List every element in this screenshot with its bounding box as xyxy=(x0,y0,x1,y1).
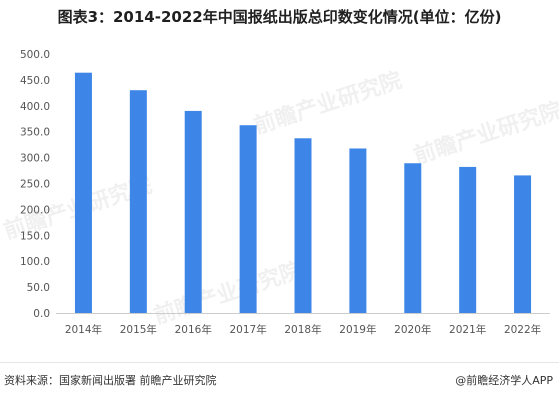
y-tick-label: 200.0 xyxy=(20,204,50,216)
bar xyxy=(349,148,367,313)
bar xyxy=(459,166,477,313)
x-tick-label: 2021年 xyxy=(449,323,486,336)
y-tick-label: 250.0 xyxy=(20,179,50,191)
y-tick-label: 350.0 xyxy=(20,127,50,139)
source-note: 资料来源：国家新闻出版署 前瞻产业研究院 xyxy=(4,374,217,387)
x-tick-label: 2022年 xyxy=(504,323,541,336)
x-tick-label: 2016年 xyxy=(175,323,212,336)
y-tick-label: 150.0 xyxy=(20,230,50,242)
y-tick-label: 400.0 xyxy=(20,101,50,113)
watermark-text: 前瞻产业研究院 xyxy=(411,97,559,169)
footer: 资料来源：国家新闻出版署 前瞻产业研究院 @前瞻经济学人APP xyxy=(4,372,553,392)
chart-title: 图表3：2014-2022年中国报纸出版总印数变化情况(单位：亿份) xyxy=(57,8,502,26)
source-credit: @前瞻经济学人APP xyxy=(455,374,553,387)
x-tick-label: 2014年 xyxy=(65,323,102,336)
bar xyxy=(239,125,257,313)
bar xyxy=(514,175,532,313)
y-tick-label: 300.0 xyxy=(20,153,50,165)
y-tick-label: 50.0 xyxy=(27,282,50,294)
footer-divider xyxy=(0,362,559,363)
y-tick-label: 500.0 xyxy=(20,49,50,61)
y-tick-label: 0.0 xyxy=(33,308,50,320)
bar xyxy=(294,138,312,313)
watermark-text: 前瞻产业研究院 xyxy=(151,257,306,329)
bar xyxy=(184,110,202,314)
x-tick-label: 2017年 xyxy=(229,323,266,336)
bar xyxy=(404,163,422,313)
y-tick-label: 100.0 xyxy=(20,256,50,268)
y-tick-label: 450.0 xyxy=(20,75,50,87)
watermark-text: 前瞻产业研究院 xyxy=(251,67,406,139)
bar xyxy=(129,90,147,314)
x-tick-label: 2015年 xyxy=(120,323,157,336)
x-tick-label: 2018年 xyxy=(284,323,321,336)
bar xyxy=(74,72,92,313)
x-tick-label: 2020年 xyxy=(394,323,431,336)
x-tick-label: 2019年 xyxy=(339,323,376,336)
